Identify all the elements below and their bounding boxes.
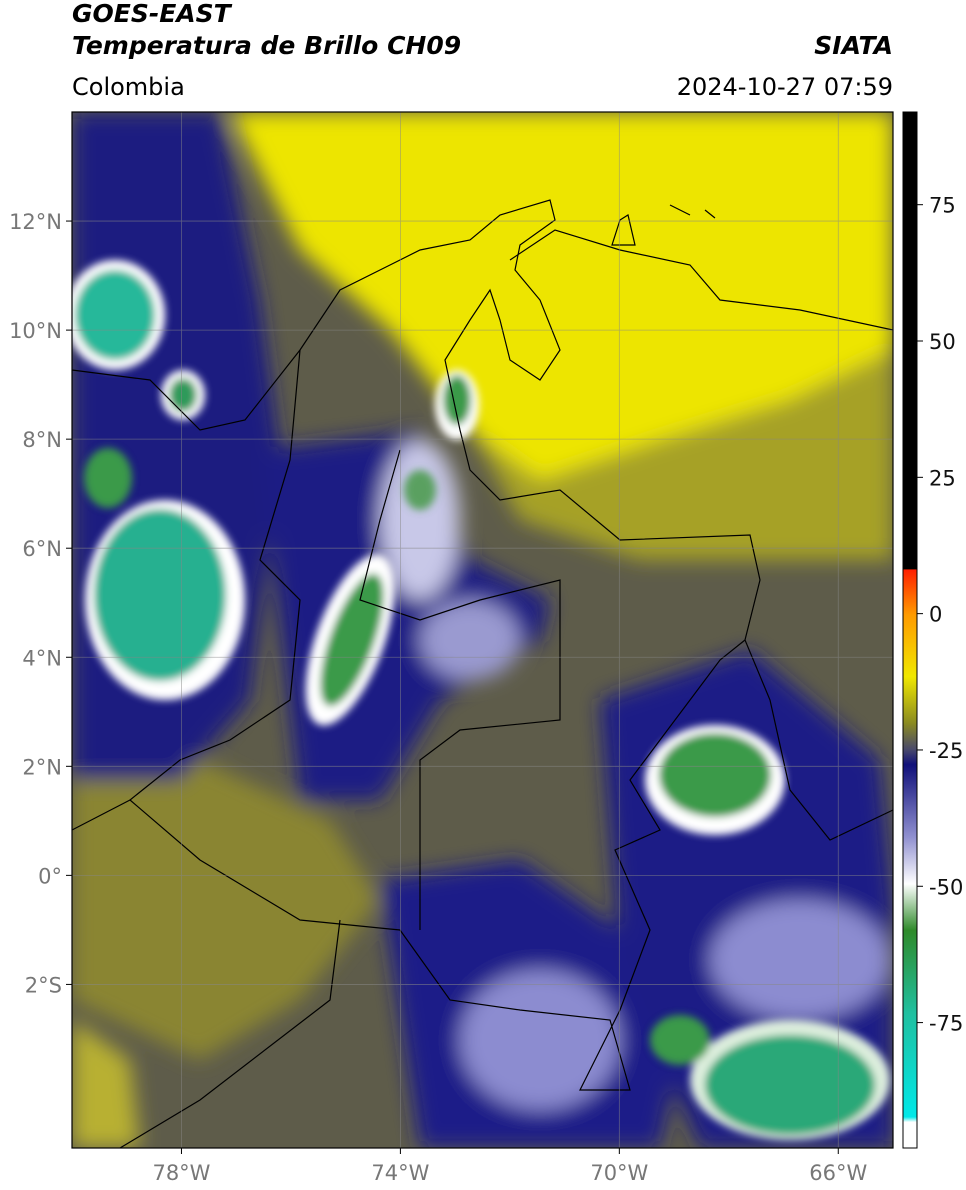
y-tick-label: 4°N bbox=[22, 646, 62, 670]
colorbar bbox=[902, 111, 918, 1149]
y-tick-label: 10°N bbox=[9, 319, 62, 343]
y-tick-label: 12°N bbox=[9, 210, 62, 234]
title: GOES-EAST bbox=[72, 0, 233, 28]
colorbar-tick-label: 50 bbox=[929, 330, 956, 354]
y-tick-label: 2°N bbox=[22, 755, 62, 779]
datetime: 2024-10-27 07:59 bbox=[677, 73, 893, 101]
y-tick-label: 2°S bbox=[25, 973, 62, 997]
colorbar-tick-label: -25 bbox=[929, 739, 963, 763]
colorbar-tick-label: 25 bbox=[929, 466, 956, 490]
map-frame bbox=[71, 111, 894, 1149]
x-tick-label: 78°W bbox=[152, 1161, 210, 1185]
colorbar-tick-label: 75 bbox=[929, 194, 956, 218]
x-tick-label: 70°W bbox=[590, 1161, 648, 1185]
x-tick-label: 74°W bbox=[371, 1161, 429, 1185]
x-tick-label: 66°W bbox=[809, 1161, 867, 1185]
colorbar-tick-label: 0 bbox=[929, 603, 942, 627]
y-tick-label: 8°N bbox=[22, 428, 62, 452]
y-tick-label: 6°N bbox=[22, 537, 62, 561]
region: Colombia bbox=[72, 73, 185, 101]
y-tick-label: 0° bbox=[38, 864, 62, 888]
colorbar-tick-label: -50 bbox=[929, 875, 963, 899]
colorbar-tick-label: -75 bbox=[929, 1012, 963, 1036]
satellite-image bbox=[72, 112, 893, 1148]
subtitle: Temperatura de Brillo CH09 bbox=[72, 31, 461, 60]
source: SIATA bbox=[814, 31, 893, 60]
